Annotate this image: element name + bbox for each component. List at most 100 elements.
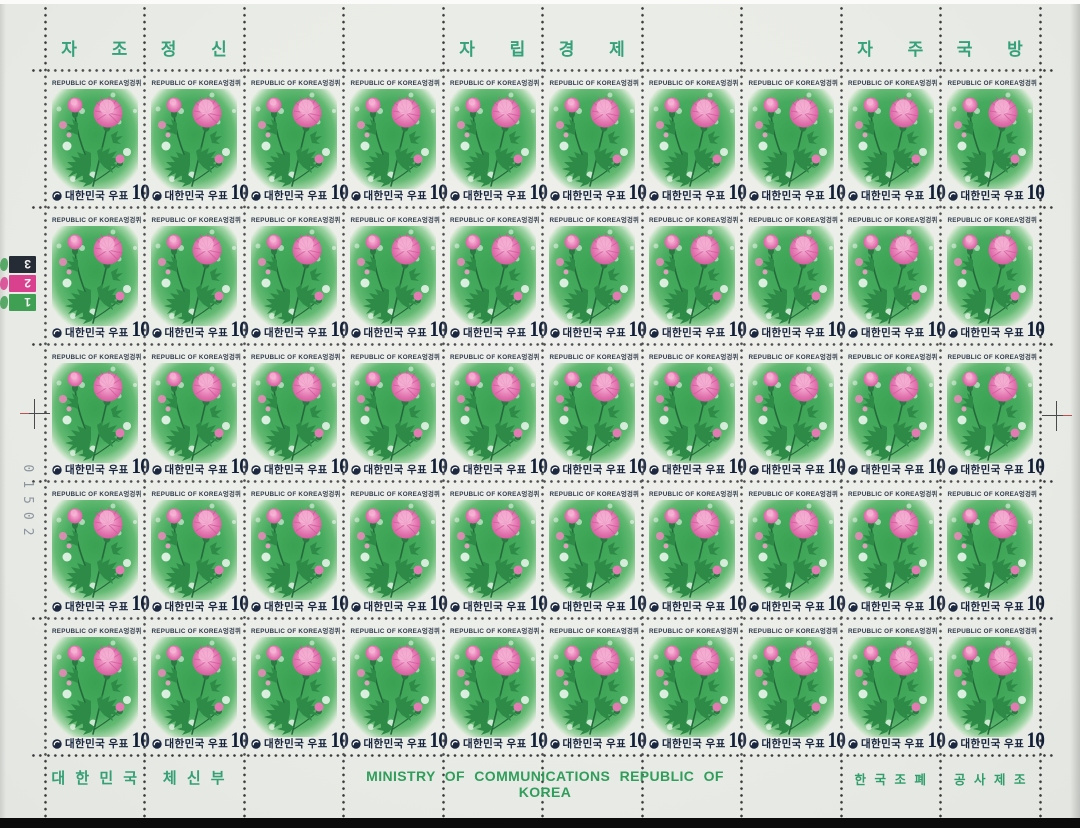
stamp-header: REPUBLIC OF KOREA 엉겅퀴 <box>649 214 738 224</box>
stamp-country-en: REPUBLIC OF KOREA <box>151 354 223 361</box>
thistle-illustration <box>51 89 138 189</box>
scan-top-edge <box>0 0 1080 4</box>
stamp-denomination: 10 <box>529 727 547 753</box>
stamp-footer: 대한민국 우표 10 <box>549 591 647 614</box>
stamp-footer: 대한민국 우표 10 <box>848 180 946 203</box>
postal-emblem-icon <box>251 738 261 749</box>
stamp-country-group: 대한민국 우표 <box>52 736 129 751</box>
stamp-country-group: 대한민국 우표 <box>748 599 826 614</box>
stamp-country-en: REPUBLIC OF KOREA <box>748 80 820 87</box>
thistle-illustration <box>648 89 735 189</box>
thistle-illustration <box>947 226 1034 326</box>
stamp-flower-name: 엉겅퀴 <box>720 491 739 498</box>
stamp-country-en: REPUBLIC OF KOREA <box>848 80 920 87</box>
postal-emblem-icon <box>947 738 958 749</box>
stamp-flower-name: 엉겅퀴 <box>620 80 639 87</box>
stamp-country-kr: 대한민국 우표 <box>264 190 328 202</box>
stamp-country-kr: 대한민국 우표 <box>65 464 129 476</box>
stamp-denomination: 10 <box>429 316 448 342</box>
stamp-flower-name: 엉겅퀴 <box>521 217 540 224</box>
stamp-country-en: REPUBLIC OF KOREA <box>151 628 223 635</box>
stamp-country-kr: 대한민국 우표 <box>761 601 826 613</box>
stamp-header: REPUBLIC OF KOREA 엉겅퀴 <box>550 214 639 224</box>
stamp-country-en: REPUBLIC OF KOREA <box>52 80 124 87</box>
thistle-illustration <box>151 89 238 189</box>
stamp-header: REPUBLIC OF KOREA 엉겅퀴 <box>947 625 1037 635</box>
thistle-illustration <box>648 363 735 463</box>
stamp-header: REPUBLIC OF KOREA 엉겅퀴 <box>848 77 937 87</box>
postal-emblem-icon <box>52 464 62 475</box>
top-slogan-text: 자 립 <box>459 40 527 59</box>
top-slogan-text: 자 주 <box>857 40 925 59</box>
stamp: REPUBLIC OF KOREA 엉겅퀴 <box>45 207 150 344</box>
stamp-flower-name: 엉겅퀴 <box>123 491 142 498</box>
stamp-country-en: REPUBLIC OF KOREA <box>947 491 1019 498</box>
postal-emblem-icon <box>52 738 62 749</box>
stamp: REPUBLIC OF KOREA 엉겅퀴 <box>144 481 249 618</box>
postal-emblem-icon <box>450 464 460 475</box>
stamp: REPUBLIC OF KOREA 엉겅퀴 <box>542 207 647 344</box>
stamp: REPUBLIC OF KOREA 엉겅퀴 <box>940 481 1045 618</box>
stamp-country-group: 대한민국 우표 <box>649 325 726 340</box>
stamp-denomination: 10 <box>728 453 746 479</box>
stamp-flower-name: 엉겅퀴 <box>819 217 838 224</box>
postal-emblem-icon <box>947 464 958 475</box>
stamp-denomination: 10 <box>1026 316 1045 342</box>
stamp: REPUBLIC OF KOREA 엉겅퀴 <box>244 344 349 481</box>
perforation-line-horizontal <box>45 753 1040 757</box>
stamp-country-group: 대한민국 우표 <box>350 599 428 614</box>
stamp-flower-name: 엉겅퀴 <box>919 354 938 361</box>
stamp-header: REPUBLIC OF KOREA 엉겅퀴 <box>351 351 440 361</box>
stamp-footer: 대한민국 우표 10 <box>52 454 150 477</box>
stamp-country-group: 대한민국 우표 <box>251 736 328 751</box>
cross-vertical-line <box>1056 401 1057 431</box>
perforation-line-vertical <box>43 5 47 818</box>
stamp-footer: 대한민국 우표 10 <box>748 317 846 340</box>
stamp-country-kr: 대한민국 우표 <box>960 327 1025 339</box>
stamp-country-kr: 대한민국 우표 <box>960 738 1025 750</box>
thistle-illustration <box>350 226 437 326</box>
stamp-country-group: 대한민국 우표 <box>450 736 527 751</box>
stamp-country-en: REPUBLIC OF KOREA <box>251 491 323 498</box>
stamp: REPUBLIC OF KOREA 엉겅퀴 <box>642 344 747 481</box>
stamp-country-en: REPUBLIC OF KOREA <box>947 628 1019 635</box>
stamp-footer: 대한민국 우표 10 <box>151 728 249 751</box>
stamp-country-en: REPUBLIC OF KOREA <box>151 217 223 224</box>
postal-emblem-icon <box>350 327 361 338</box>
stamp-header: REPUBLIC OF KOREA 엉겅퀴 <box>649 77 739 87</box>
stamp-header: REPUBLIC OF KOREA 엉겅퀴 <box>351 625 440 635</box>
stamp: REPUBLIC OF KOREA 엉겅퀴 <box>45 344 150 481</box>
perforation-margin-dots <box>30 68 44 72</box>
stamp-country-group: 대한민국 우표 <box>748 462 826 477</box>
stamp-footer: 대한민국 우표 10 <box>52 728 150 751</box>
stamp-country-en: REPUBLIC OF KOREA <box>251 628 323 635</box>
color-bar-row: 1 <box>0 294 36 311</box>
stamp-footer: 대한민국 우표 10 <box>649 591 747 614</box>
stamp: REPUBLIC OF KOREA 엉겅퀴 <box>144 207 249 344</box>
stamp: REPUBLIC OF KOREA 엉겅퀴 <box>841 618 946 755</box>
perforation-margin-dots <box>1041 753 1055 757</box>
stamp-country-kr: 대한민국 우표 <box>164 327 229 339</box>
stamp-country-group: 대한민국 우표 <box>848 325 925 340</box>
stamp-flower-name: 엉겅퀴 <box>720 80 739 87</box>
stamp-denomination: 10 <box>728 316 746 342</box>
postal-emblem-icon <box>848 601 858 612</box>
stamp: REPUBLIC OF KOREA 엉겅퀴 <box>841 344 946 481</box>
stamp-country-kr: 대한민국 우표 <box>363 601 428 613</box>
stamp-flower-name: 엉겅퀴 <box>222 80 241 87</box>
stamp-flower-name: 엉겅퀴 <box>819 628 838 635</box>
stamp-denomination: 10 <box>230 316 249 342</box>
thistle-illustration <box>449 226 536 326</box>
thistle-illustration <box>151 363 238 463</box>
postal-emblem-icon <box>748 738 759 749</box>
stamp-country-en: REPUBLIC OF KOREA <box>52 491 124 498</box>
thistle-illustration <box>51 226 138 326</box>
cross-vertical-line <box>34 399 35 429</box>
postal-emblem-icon <box>251 464 261 475</box>
stamp-denomination: 10 <box>927 590 945 616</box>
thistle-illustration <box>449 363 536 463</box>
stamp-footer: 대한민국 우표 10 <box>450 317 548 340</box>
stamp-flower-name: 엉겅퀴 <box>919 628 938 635</box>
postal-emblem-icon <box>947 601 958 612</box>
stamp-denomination: 10 <box>827 727 846 753</box>
